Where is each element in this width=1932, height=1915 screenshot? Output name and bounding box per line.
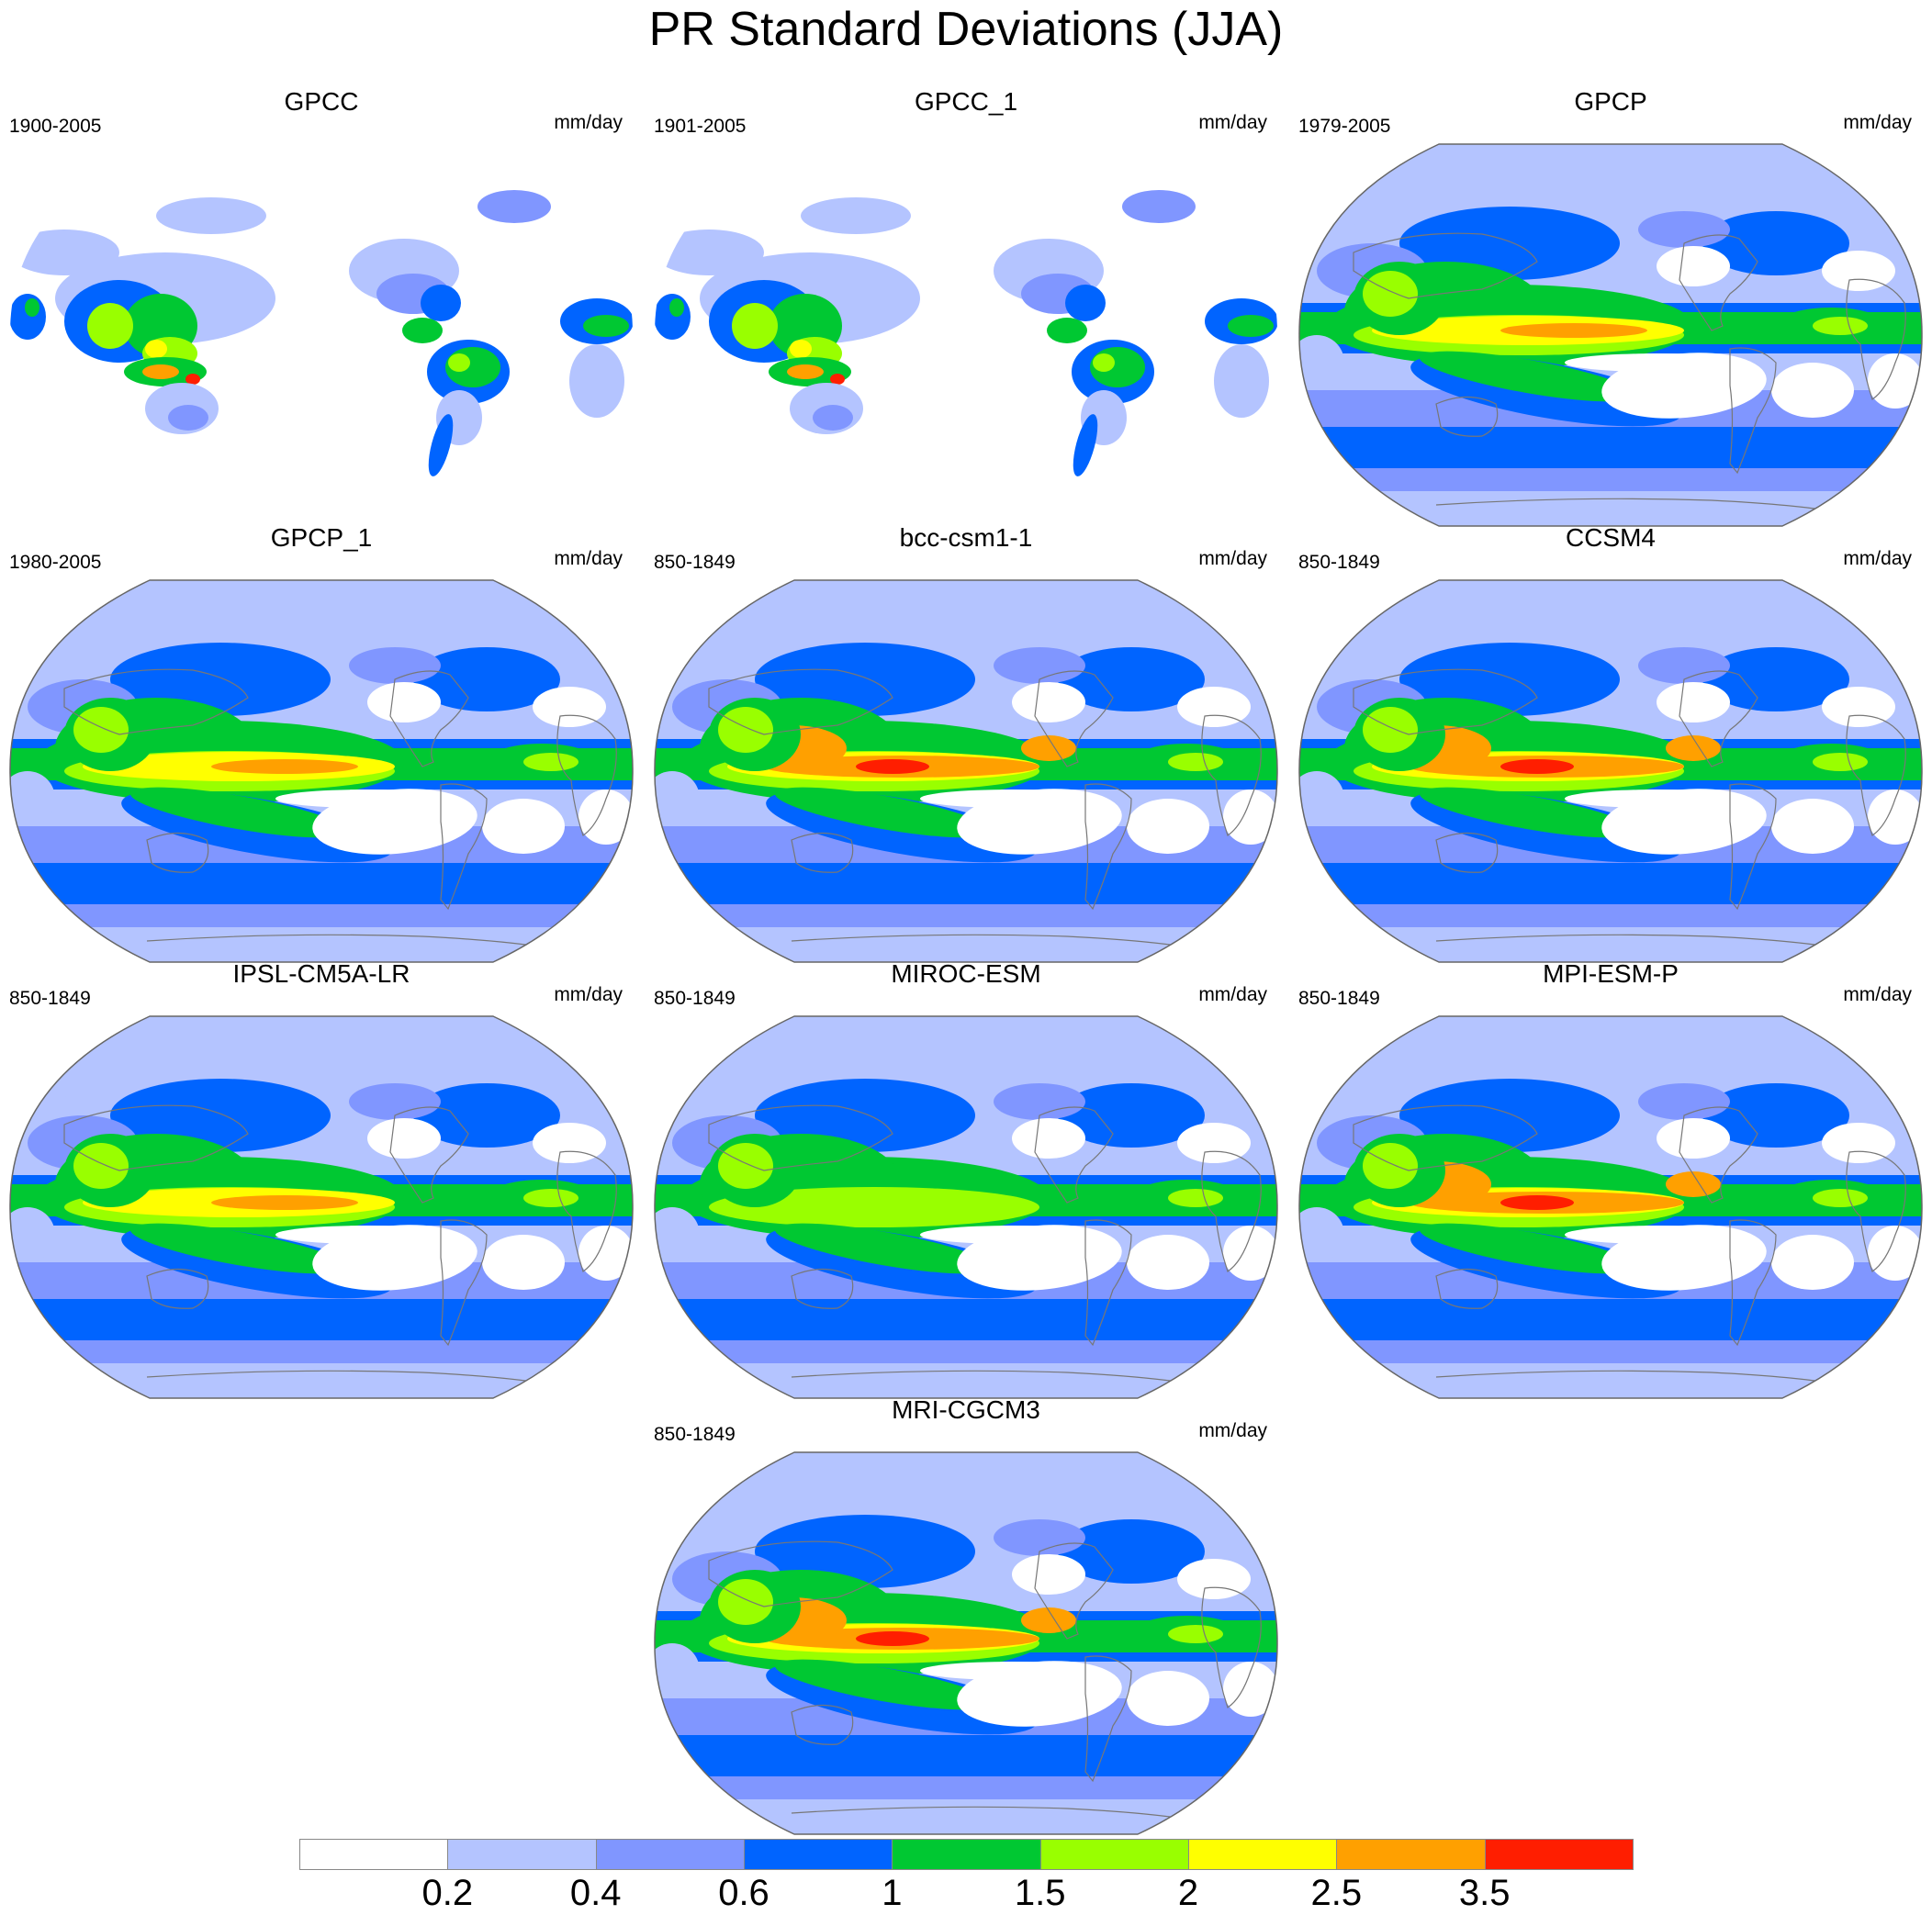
colorbar-swatch bbox=[1336, 1839, 1486, 1870]
colorbar-swatch bbox=[1484, 1839, 1634, 1870]
colorbar-tick-label: 3.5 bbox=[1458, 1873, 1511, 1913]
colorbar-swatch bbox=[1188, 1839, 1338, 1870]
map-panel: GPCP_1 1980-2005 mm/day bbox=[0, 523, 643, 963]
panel-title: GPCC bbox=[284, 87, 359, 116]
colorbar bbox=[299, 1839, 1634, 1872]
panel-title: GPCP_1 bbox=[270, 523, 373, 552]
panel-title: GPCP bbox=[1574, 87, 1647, 116]
precip-field bbox=[9, 580, 634, 962]
robinson-map bbox=[9, 1015, 634, 1399]
panel-title: IPSL-CM5A-LR bbox=[232, 959, 410, 988]
colorbar-swatch bbox=[1039, 1839, 1189, 1870]
precip-field bbox=[654, 1452, 1278, 1834]
precip-field bbox=[9, 1016, 634, 1398]
panel-units: mm/day bbox=[1198, 1420, 1267, 1441]
precip-field bbox=[1298, 580, 1923, 962]
precip-field bbox=[654, 1016, 1278, 1398]
panel-years: 850-1849 bbox=[1298, 552, 1380, 573]
panel-units: mm/day bbox=[554, 548, 623, 569]
panel-years: 1980-2005 bbox=[9, 552, 102, 573]
panel-years: 850-1849 bbox=[654, 552, 736, 573]
panel-years: 1900-2005 bbox=[9, 116, 102, 137]
robinson-map bbox=[1298, 1015, 1923, 1399]
robinson-map bbox=[1298, 143, 1923, 527]
map-panel: GPCC_1 1901-2005 mm/day bbox=[645, 87, 1287, 526]
panel-years: 1979-2005 bbox=[1298, 116, 1391, 137]
panel-units: mm/day bbox=[1843, 548, 1912, 569]
colorbar-swatch bbox=[595, 1839, 745, 1870]
map-panel: CCSM4 850-1849 mm/day bbox=[1289, 523, 1932, 963]
panel-title: MRI-CGCM3 bbox=[892, 1395, 1040, 1424]
colorbar-tick-label: 0.4 bbox=[569, 1873, 622, 1913]
panel-years: 850-1849 bbox=[9, 988, 91, 1009]
colorbar-tick-label: 0.2 bbox=[421, 1873, 474, 1913]
figure-title: PR Standard Deviations (JJA) bbox=[648, 3, 1284, 56]
map-panel: GPCC 1900-2005 mm/day bbox=[0, 87, 643, 526]
precip-field bbox=[1298, 144, 1923, 526]
panel-years: 1901-2005 bbox=[654, 116, 747, 137]
panel-units: mm/day bbox=[554, 112, 623, 133]
robinson-map bbox=[654, 579, 1278, 963]
robinson-map bbox=[654, 1451, 1278, 1835]
colorbar-tick-label: 2.5 bbox=[1310, 1873, 1363, 1913]
colorbar-swatch bbox=[744, 1839, 893, 1870]
colorbar-tick-label: 1 bbox=[882, 1873, 903, 1913]
colorbar-tick-label: 1.5 bbox=[1014, 1873, 1066, 1913]
map-panel: MRI-CGCM3 850-1849 mm/day bbox=[645, 1395, 1287, 1835]
precip-field bbox=[9, 144, 634, 526]
panel-units: mm/day bbox=[1198, 548, 1267, 569]
panel-units: mm/day bbox=[1843, 112, 1912, 133]
colorbar-tick-label: 0.6 bbox=[718, 1873, 769, 1913]
robinson-map bbox=[9, 144, 634, 526]
robinson-map bbox=[654, 144, 1278, 526]
panel-years: 850-1849 bbox=[1298, 988, 1380, 1009]
robinson-map bbox=[1298, 579, 1923, 963]
precip-field bbox=[654, 580, 1278, 962]
colorbar-swatch bbox=[892, 1839, 1041, 1870]
panel-units: mm/day bbox=[1198, 112, 1267, 133]
panel-title: CCSM4 bbox=[1565, 523, 1656, 552]
map-panel: bcc-csm1-1 850-1849 mm/day bbox=[645, 523, 1287, 963]
colorbar-tick-label: 2 bbox=[1177, 1873, 1199, 1913]
panel-units: mm/day bbox=[1198, 984, 1267, 1005]
panel-units: mm/day bbox=[1843, 984, 1912, 1005]
panel-title: MPI-ESM-P bbox=[1543, 959, 1679, 988]
robinson-map bbox=[654, 1015, 1278, 1399]
colorbar-swatch bbox=[299, 1839, 449, 1870]
panel-title: MIROC-ESM bbox=[891, 959, 1041, 988]
panel-years: 850-1849 bbox=[654, 988, 736, 1009]
precip-field bbox=[1298, 1016, 1923, 1398]
map-panel: MIROC-ESM 850-1849 mm/day bbox=[645, 959, 1287, 1399]
map-panel: GPCP 1979-2005 mm/day bbox=[1289, 87, 1932, 527]
map-panel: IPSL-CM5A-LR 850-1849 mm/day bbox=[0, 959, 643, 1399]
precip-field bbox=[654, 144, 1278, 526]
map-panel: MPI-ESM-P 850-1849 mm/day bbox=[1289, 959, 1932, 1399]
colorbar-swatch bbox=[447, 1839, 597, 1870]
panel-title: GPCC_1 bbox=[914, 87, 1018, 116]
panel-title: bcc-csm1-1 bbox=[899, 523, 1033, 552]
panel-units: mm/day bbox=[554, 984, 623, 1005]
robinson-map bbox=[9, 579, 634, 963]
panel-years: 850-1849 bbox=[654, 1424, 736, 1445]
